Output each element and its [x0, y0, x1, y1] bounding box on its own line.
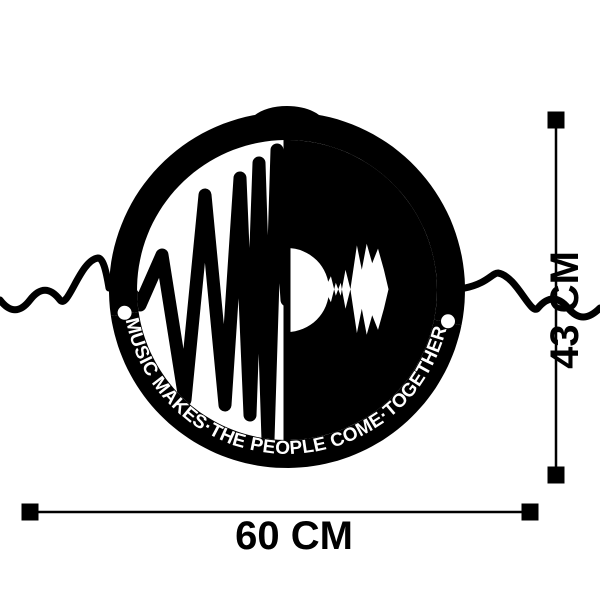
svg-text:43 CM: 43 CM [543, 251, 587, 369]
svg-text:60 CM: 60 CM [235, 514, 353, 558]
